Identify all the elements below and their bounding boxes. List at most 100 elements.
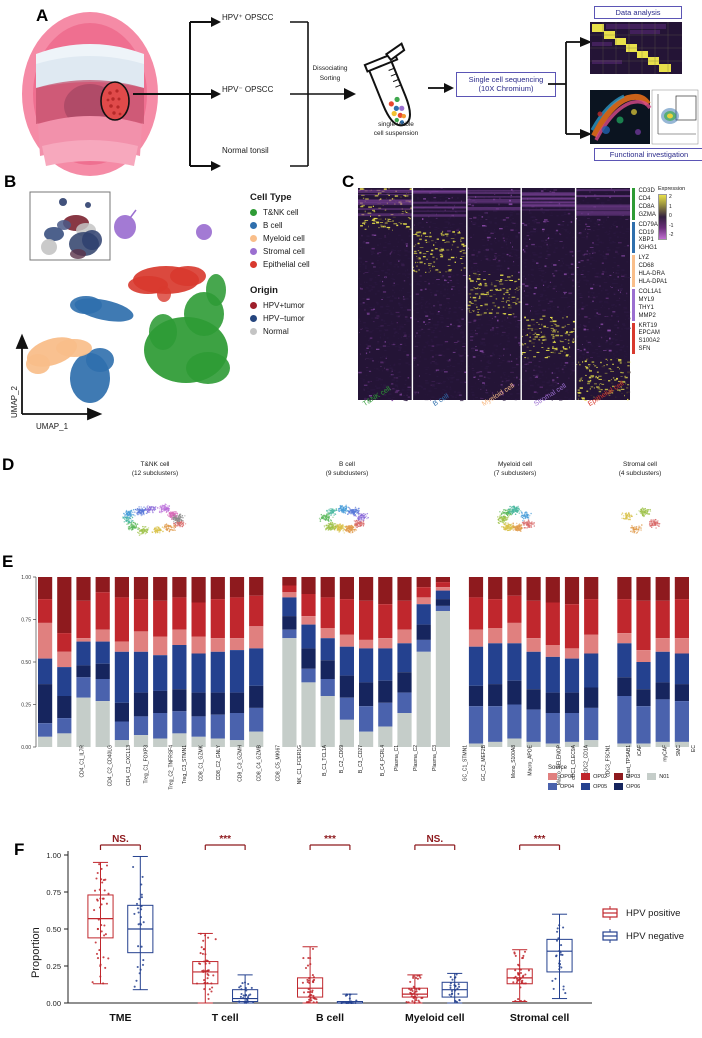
- stacked-bar-x-label: Mono_S100A8: [511, 745, 518, 779]
- stacked-bar-chart: 1.000.750.500.250.00: [21, 575, 689, 751]
- source-item-op02[interactable]: OP02: [581, 773, 607, 780]
- heatmap-column-labels: T&NK cell B cell Myeloid cell Stromal ce…: [340, 380, 640, 444]
- source-item-op03[interactable]: OP03: [614, 773, 640, 780]
- stacked-bar-x-label: CD8_C4_GZMB: [256, 745, 263, 782]
- hpv-positive-box-icon: [602, 906, 618, 920]
- gene-group-tnk: CD3D CD4 CD8A GZMA: [638, 188, 656, 218]
- legend-item-hpv-pos-tumor[interactable]: HPV+tumor: [250, 299, 340, 312]
- marker-gene-heatmap: [358, 188, 631, 402]
- gene-label-column: CD3D CD4 CD8A GZMA CD79A CD19 XBP1 IGHG1…: [632, 188, 702, 355]
- data-analysis-label: Data analysis: [594, 6, 682, 20]
- gene-group-bar-tnk: [632, 188, 635, 220]
- legend-item-epithelial[interactable]: Epithelial cell: [250, 258, 340, 271]
- umap-y-axis-label: UMAP_2: [10, 385, 19, 418]
- heatmap-thumbnail: [590, 22, 682, 74]
- legend-item-hpv-neg-tumor[interactable]: HPV−tumor: [250, 312, 340, 325]
- panel-d-title-stromal: Stromal cell (4 subclusters): [618, 461, 662, 478]
- stromal-color-dot: [250, 248, 257, 255]
- umap-cluster-stromal: [114, 209, 212, 240]
- source-swatch: [581, 783, 591, 790]
- branch-label-normal-tonsil: Normal tonsil: [222, 146, 269, 155]
- stacked-bar-x-label: Macro_APOE: [527, 745, 534, 776]
- stacked-bar-x-label: CD4_C1_IL7R: [79, 745, 86, 778]
- stacked-bar-x-label: CD8_C1_GZMK: [198, 745, 205, 782]
- tnk-color-dot: [250, 209, 257, 216]
- legend-item-stromal[interactable]: Stromal cell: [250, 245, 340, 258]
- umap-origin-inset: [29, 191, 111, 261]
- panel-e-letter: E: [2, 552, 14, 571]
- gene-group-bar-stromal: [632, 288, 635, 321]
- panel-c: CD3D CD4 CD8A GZMA CD79A CD19 XBP1 IGHG1…: [340, 182, 702, 444]
- source-label: OP02: [593, 773, 608, 780]
- stacked-bar-x-label: myCAF: [662, 745, 669, 762]
- stacked-bar-x-label: iCAF: [637, 745, 644, 757]
- legend-item-normal[interactable]: Normal: [250, 325, 340, 338]
- merge-bracket: [290, 21, 356, 167]
- branch-arrows: [133, 17, 221, 171]
- panel-c-letter: C: [342, 172, 355, 191]
- panel-d-letter: D: [2, 455, 15, 474]
- stacked-bar-x-label: EC: [690, 745, 697, 752]
- legend-item-hpv-positive[interactable]: HPV positive: [600, 906, 684, 920]
- stacked-bar-x-label: CD8_C3_GZMH: [237, 745, 244, 782]
- stacked-bar-x-label: B_C3_CD27: [357, 745, 364, 774]
- source-item-n01[interactable]: N01: [647, 773, 669, 780]
- tumor-lesion: [100, 81, 130, 121]
- panel-d-title-bcell: B cell (9 subclusters): [325, 461, 369, 478]
- arrow-to-sequencing: [428, 83, 454, 93]
- stacked-bar-x-label: Plasma_C2: [413, 745, 420, 771]
- source-swatch: [614, 773, 624, 780]
- legend-label: B cell: [263, 221, 283, 230]
- legend-item-tnk[interactable]: T&NK cell: [250, 206, 340, 219]
- source-item-op05[interactable]: OP05: [581, 783, 607, 790]
- source-label: N01: [659, 773, 670, 780]
- epithelial-color-dot: [250, 261, 257, 268]
- stacked-bar-x-label: Plasma_C1: [393, 745, 400, 771]
- source-label: OP04: [560, 783, 575, 790]
- panel-d-title-myeloid: Myeloid cell (7 subclusters): [493, 461, 537, 478]
- source-legend-title: Source: [548, 765, 568, 771]
- source-item-op01[interactable]: OP01: [548, 773, 574, 780]
- gene-group-myeloid: LYZ CD68 HLA-DRA HLA-DPA1: [638, 255, 668, 285]
- output-split-arrows: [548, 37, 592, 139]
- stacked-bar-x-label: CD4_C3_CXCL13: [126, 745, 133, 786]
- flow-cytometry-thumbnail: [651, 89, 699, 145]
- functional-investigation-label: Functional investigation: [594, 148, 702, 162]
- panel-f: 0.00 0.25 0.50 0.75 1.00 NS. TME *** T cell *** B …: [0, 828, 702, 1038]
- umap-cluster-epithelial: [128, 266, 206, 302]
- panel-b: UMAP_1 UMAP_2 Cell Type T&NK cell B cell…: [0, 182, 340, 444]
- stacked-bar-x-label: CD4_C2_CD40LG: [107, 745, 114, 787]
- legend-label: Epithelial cell: [263, 260, 310, 269]
- legend-item-hpv-negative[interactable]: HPV negative: [600, 929, 684, 943]
- source-item-op04[interactable]: OP04: [548, 783, 574, 790]
- gene-group-epithelial: KRT19 EPCAM S100A2 SFN: [638, 322, 660, 353]
- stacked-bar-x-label: B_C1_TCL1A: [322, 745, 329, 776]
- oral-cavity-illustration: [22, 12, 158, 176]
- stacked-bar-x-label: GC_C2_MEF2B: [480, 745, 487, 782]
- legend-label: HPV positive: [626, 907, 681, 919]
- panel-a-letter: A: [36, 6, 49, 25]
- source-label: OP03: [626, 773, 641, 780]
- origin-legend-title: Origin: [250, 285, 278, 296]
- legend-item-myeloid[interactable]: Myeloid cell: [250, 232, 340, 245]
- dissociating-sorting-label: Dissociating Sorting: [312, 65, 348, 82]
- gene-group-bar-bcell: [632, 221, 635, 254]
- sample-tube-icon: [363, 42, 411, 127]
- stacked-bar-x-label: B_C4_FCRL4: [380, 745, 387, 777]
- colorbar-tick: 0: [669, 213, 672, 219]
- umap-cluster-bcell: [70, 296, 134, 403]
- source-swatch: [548, 773, 557, 780]
- stacked-bar-x-label: Treg_C2_TNFRSF4: [168, 745, 175, 790]
- celltype-legend-title: Cell Type: [250, 192, 292, 203]
- gene-group-bar-myeloid: [632, 255, 635, 287]
- source-label: OP01: [560, 773, 575, 780]
- hpv-negative-box-icon: [602, 929, 618, 943]
- legend-label: HPV+tumor: [263, 301, 305, 310]
- source-item-op06[interactable]: OP06: [614, 783, 640, 790]
- legend-label: Myeloid cell: [263, 234, 305, 243]
- branch-label-hpv-negative: HPV⁻ OPSCC: [222, 85, 274, 94]
- umap-cluster-tnk: [144, 274, 230, 384]
- colorbar-gradient: [658, 194, 667, 240]
- legend-item-bcell[interactable]: B cell: [250, 219, 340, 232]
- gene-group-stromal: COL1A1 MYL9 THY1 MMP2: [638, 288, 662, 319]
